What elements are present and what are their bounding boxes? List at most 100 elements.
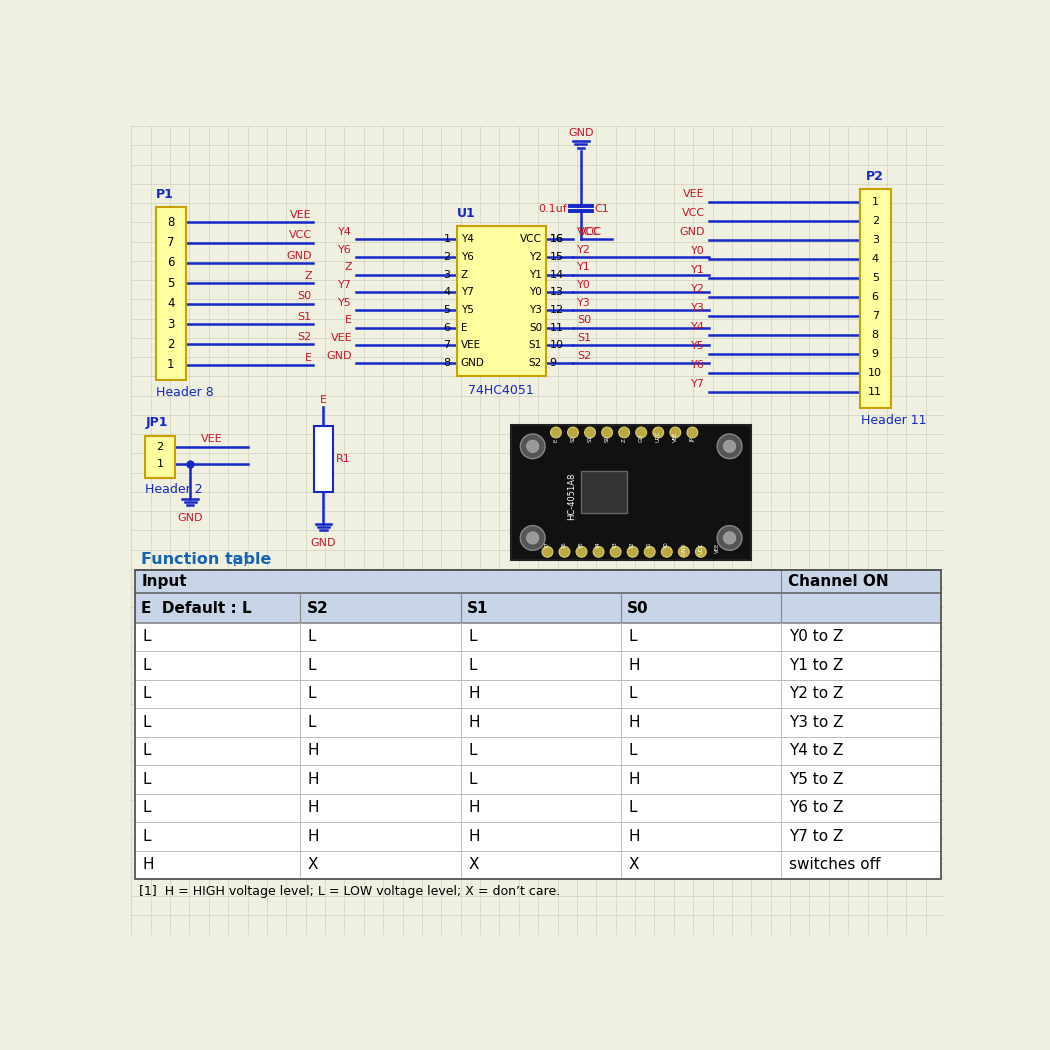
Text: P1: P1 xyxy=(156,188,174,201)
Circle shape xyxy=(723,531,736,544)
Text: Y3 to Z: Y3 to Z xyxy=(790,715,844,730)
Bar xyxy=(135,623,941,651)
Circle shape xyxy=(670,427,680,438)
Text: L: L xyxy=(468,658,477,673)
Bar xyxy=(511,425,751,560)
Text: Y6: Y6 xyxy=(691,360,705,371)
Text: S1: S1 xyxy=(298,312,312,321)
Text: 4: 4 xyxy=(167,297,174,310)
Text: Y1: Y1 xyxy=(529,270,542,279)
Circle shape xyxy=(723,440,736,453)
Text: U1: U1 xyxy=(457,207,476,219)
Text: Y5: Y5 xyxy=(338,298,352,308)
Text: 11: 11 xyxy=(550,322,564,333)
Bar xyxy=(135,737,941,765)
Text: L: L xyxy=(143,629,151,645)
Text: 74HC4051: 74HC4051 xyxy=(468,384,534,397)
Text: P2: P2 xyxy=(866,170,884,183)
Bar xyxy=(860,189,890,407)
Text: VCC: VCC xyxy=(681,208,705,218)
Text: Y0: Y0 xyxy=(576,280,590,290)
Text: JP1: JP1 xyxy=(145,417,168,429)
Text: GND: GND xyxy=(311,538,336,548)
Text: H: H xyxy=(308,800,319,816)
Text: Y3: Y3 xyxy=(576,298,590,308)
Text: X: X xyxy=(468,857,479,873)
Circle shape xyxy=(645,546,655,558)
Text: S2: S2 xyxy=(297,332,312,342)
Bar xyxy=(581,471,627,513)
Text: L: L xyxy=(629,687,637,701)
Text: 10: 10 xyxy=(550,340,564,351)
Text: GD: GD xyxy=(638,434,644,442)
Text: H: H xyxy=(308,828,319,844)
Text: 8: 8 xyxy=(167,215,174,229)
Text: H: H xyxy=(308,743,319,758)
Text: L: L xyxy=(308,629,316,645)
Text: 2: 2 xyxy=(156,442,164,453)
Text: Y4: Y4 xyxy=(461,234,474,245)
Text: Y7: Y7 xyxy=(338,280,352,290)
Text: 4: 4 xyxy=(872,253,879,264)
Bar xyxy=(135,794,941,822)
Text: Y2: Y2 xyxy=(630,543,635,549)
Text: L: L xyxy=(143,743,151,758)
Text: 7: 7 xyxy=(872,311,879,320)
Text: Y4 to Z: Y4 to Z xyxy=(790,743,843,758)
Text: 1: 1 xyxy=(872,196,879,207)
Text: 3: 3 xyxy=(167,317,174,331)
Text: Y2 to Z: Y2 to Z xyxy=(790,687,843,701)
Text: L: L xyxy=(629,629,637,645)
Text: Y0: Y0 xyxy=(529,288,542,297)
Text: Y7: Y7 xyxy=(545,543,550,549)
Text: JP: JP xyxy=(690,437,695,442)
Text: Y2: Y2 xyxy=(529,252,542,262)
Bar xyxy=(135,708,941,737)
Text: Y7: Y7 xyxy=(461,288,474,297)
Circle shape xyxy=(618,427,630,438)
Text: H: H xyxy=(468,687,480,701)
Text: VEE: VEE xyxy=(673,432,678,442)
Text: R1: R1 xyxy=(336,454,351,464)
Text: [1]  H = HIGH voltage level; L = LOW voltage level; X = don’t care.: [1] H = HIGH voltage level; L = LOW volt… xyxy=(139,885,561,898)
Text: 11: 11 xyxy=(868,386,882,397)
Text: Y4: Y4 xyxy=(338,227,352,237)
Circle shape xyxy=(653,427,664,438)
Text: Header 2: Header 2 xyxy=(145,483,203,496)
Text: X: X xyxy=(629,857,639,873)
Text: Y0 to Z: Y0 to Z xyxy=(790,629,843,645)
Text: S1: S1 xyxy=(588,435,592,442)
Text: S2: S2 xyxy=(307,601,329,615)
Text: E: E xyxy=(345,315,352,326)
Circle shape xyxy=(602,427,612,438)
Bar xyxy=(135,593,941,623)
Text: H: H xyxy=(629,658,640,673)
Text: Y6: Y6 xyxy=(338,245,352,255)
Text: Z: Z xyxy=(344,262,352,272)
Text: 1: 1 xyxy=(167,358,174,372)
Text: GND: GND xyxy=(177,512,203,523)
Text: 6: 6 xyxy=(872,292,879,301)
Text: 3: 3 xyxy=(872,234,879,245)
Text: 5: 5 xyxy=(443,304,450,315)
Circle shape xyxy=(559,546,570,558)
Text: 15: 15 xyxy=(550,252,564,262)
Text: H: H xyxy=(629,715,640,730)
Text: L: L xyxy=(629,800,637,816)
Text: Y2: Y2 xyxy=(576,245,591,255)
Text: GND: GND xyxy=(681,543,687,555)
Text: 5: 5 xyxy=(872,273,879,282)
Text: GND: GND xyxy=(287,251,312,260)
Bar xyxy=(135,822,941,850)
Text: Y1: Y1 xyxy=(691,266,705,275)
Bar xyxy=(145,436,174,478)
Text: GND: GND xyxy=(461,358,484,367)
Text: 14: 14 xyxy=(550,270,564,279)
Text: VCC: VCC xyxy=(289,230,312,240)
Text: 1: 1 xyxy=(156,459,164,469)
Text: Y5 to Z: Y5 to Z xyxy=(790,772,843,786)
Text: 12: 12 xyxy=(550,304,564,315)
Text: Header 8: Header 8 xyxy=(156,386,214,399)
Text: L: L xyxy=(308,658,316,673)
Circle shape xyxy=(717,434,742,459)
